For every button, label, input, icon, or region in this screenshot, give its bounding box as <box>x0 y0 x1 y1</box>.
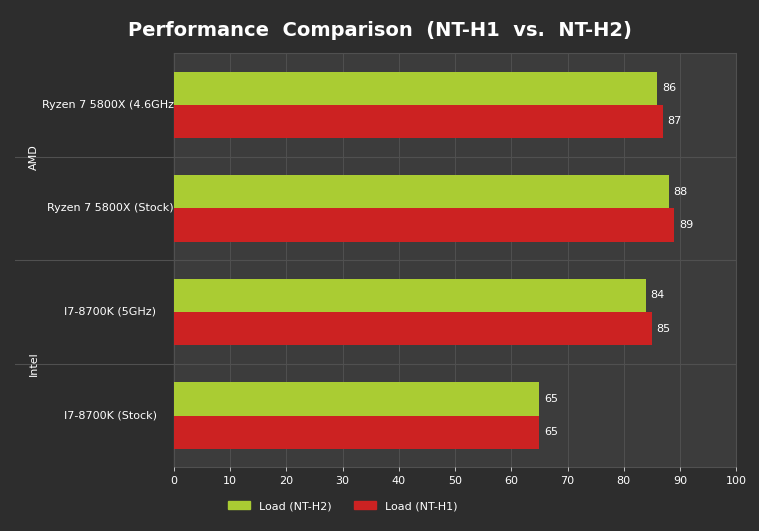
Text: Ryzen 7 5800X (4.6GHz): Ryzen 7 5800X (4.6GHz) <box>43 100 178 110</box>
Text: 65: 65 <box>544 427 558 437</box>
Text: I7-8700K (5GHz): I7-8700K (5GHz) <box>65 307 156 317</box>
Text: 86: 86 <box>662 83 676 93</box>
Bar <box>174 415 540 449</box>
Bar <box>174 208 674 242</box>
Text: 84: 84 <box>650 290 665 301</box>
Text: I7-8700K (Stock): I7-8700K (Stock) <box>64 410 157 421</box>
Text: Intel: Intel <box>29 352 39 376</box>
Bar <box>174 175 669 208</box>
Text: AMD: AMD <box>29 144 39 169</box>
Text: 85: 85 <box>657 323 670 333</box>
Text: Ryzen 7 5800X (Stock): Ryzen 7 5800X (Stock) <box>47 203 174 213</box>
Text: 65: 65 <box>544 394 558 404</box>
Text: 88: 88 <box>673 187 688 197</box>
Bar <box>174 279 646 312</box>
Text: 89: 89 <box>679 220 693 230</box>
Text: Performance  Comparison  (NT-H1  vs.  NT-H2): Performance Comparison (NT-H1 vs. NT-H2) <box>128 21 631 40</box>
Bar <box>174 312 652 345</box>
Legend: Load (NT-H2), Load (NT-H1): Load (NT-H2), Load (NT-H1) <box>223 496 461 516</box>
Bar <box>174 105 663 138</box>
Bar <box>174 72 657 105</box>
Text: 87: 87 <box>668 116 682 126</box>
Bar <box>174 382 540 415</box>
